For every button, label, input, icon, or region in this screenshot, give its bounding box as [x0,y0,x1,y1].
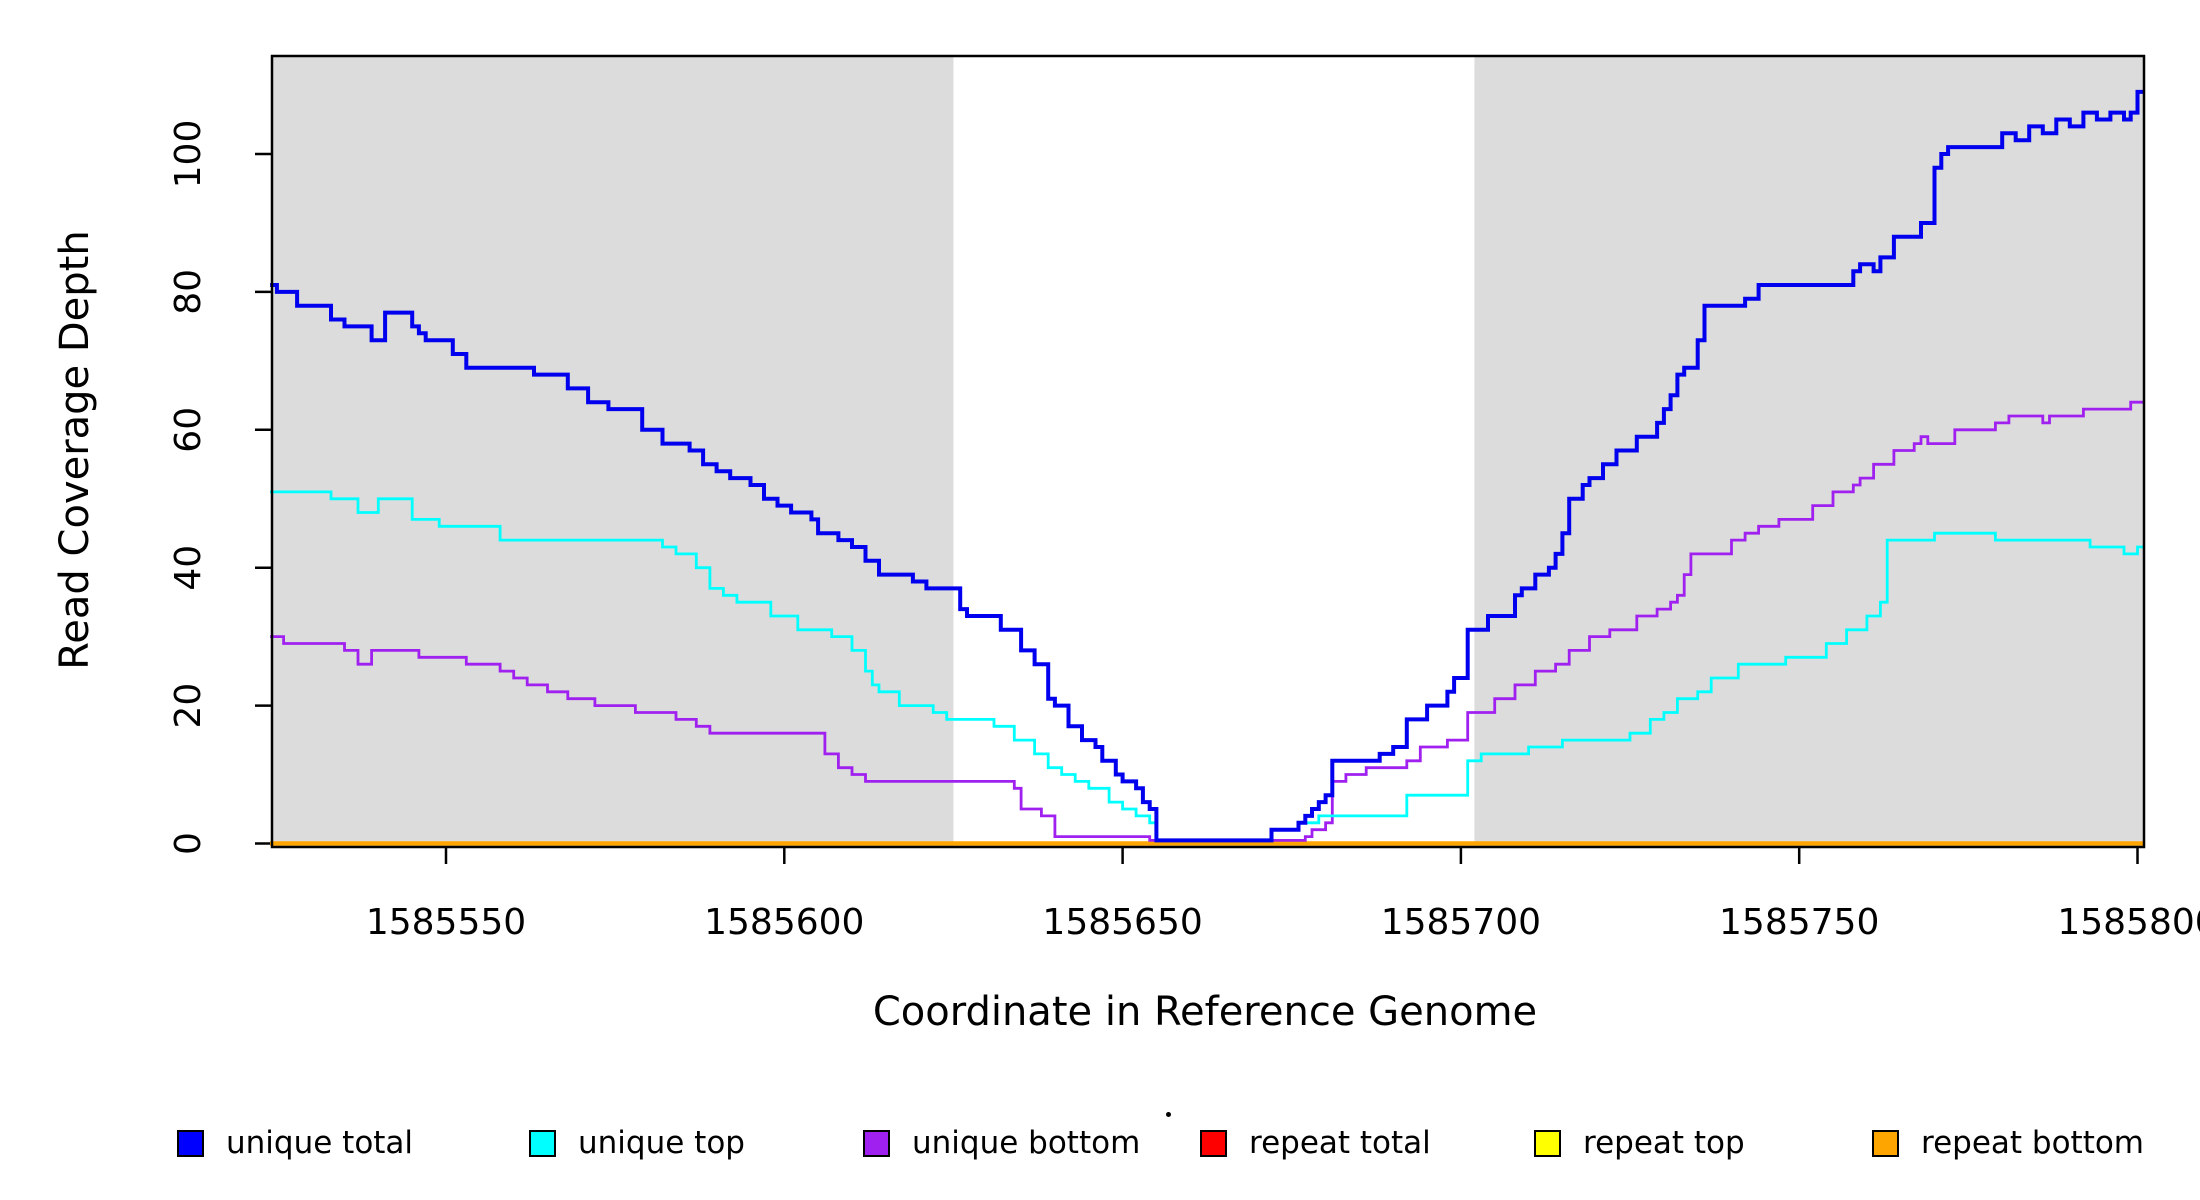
y-tick-label: 60 [168,407,209,453]
y-tick-label: 0 [168,832,209,855]
right-gray-band [1474,57,2144,846]
y-tick-label: 20 [168,683,209,729]
left-gray-band [272,57,954,846]
x-tick-label: 1585600 [704,902,864,943]
x-tick-label: 1585750 [1719,902,1879,943]
legend-item-repeat-total: repeat total [1200,1118,1431,1168]
legend-swatch-icon [1872,1129,1899,1157]
x-tick-label: 1585650 [1042,902,1202,943]
legend-label: repeat bottom [1921,1125,2145,1161]
series-unique-bottom [270,400,2145,842]
legend-swatch-icon [177,1129,204,1157]
y-axis-title: Read Coverage Depth [52,230,98,670]
legend: unique total unique top unique bottom repea… [0,1118,2200,1168]
series-unique-total [270,89,2145,843]
y-tick-label: 80 [168,269,209,315]
x-tick-label: 1585550 [366,902,526,943]
legend-swatch-icon [1200,1129,1227,1157]
legend-label: unique top [578,1125,745,1161]
legend-item-repeat-top: repeat top [1534,1118,1745,1168]
legend-item-unique-total: unique total [177,1118,413,1168]
legend-item-unique-top: unique top [529,1118,745,1168]
x-tick-label: 1585700 [1381,902,1541,943]
x-axis-title: Coordinate in Reference Genome [872,989,1538,1035]
legend-label: unique bottom [912,1125,1141,1161]
legend-item-unique-bottom: unique bottom [863,1118,1140,1168]
legend-swatch-icon [529,1129,556,1157]
legend-swatch-icon [1534,1129,1561,1157]
stray-point [1166,1112,1171,1117]
legend-label: unique total [226,1125,414,1161]
legend-label: repeat top [1583,1125,1745,1161]
y-tick-label: 40 [168,545,209,591]
legend-swatch-icon [863,1129,890,1157]
plot-border [270,54,2146,849]
series-unique-top [270,490,2145,842]
y-tick-label: 100 [168,120,209,189]
legend-label: repeat total [1249,1125,1431,1161]
legend-item-repeat-bottom: repeat bottom [1872,1118,2144,1168]
